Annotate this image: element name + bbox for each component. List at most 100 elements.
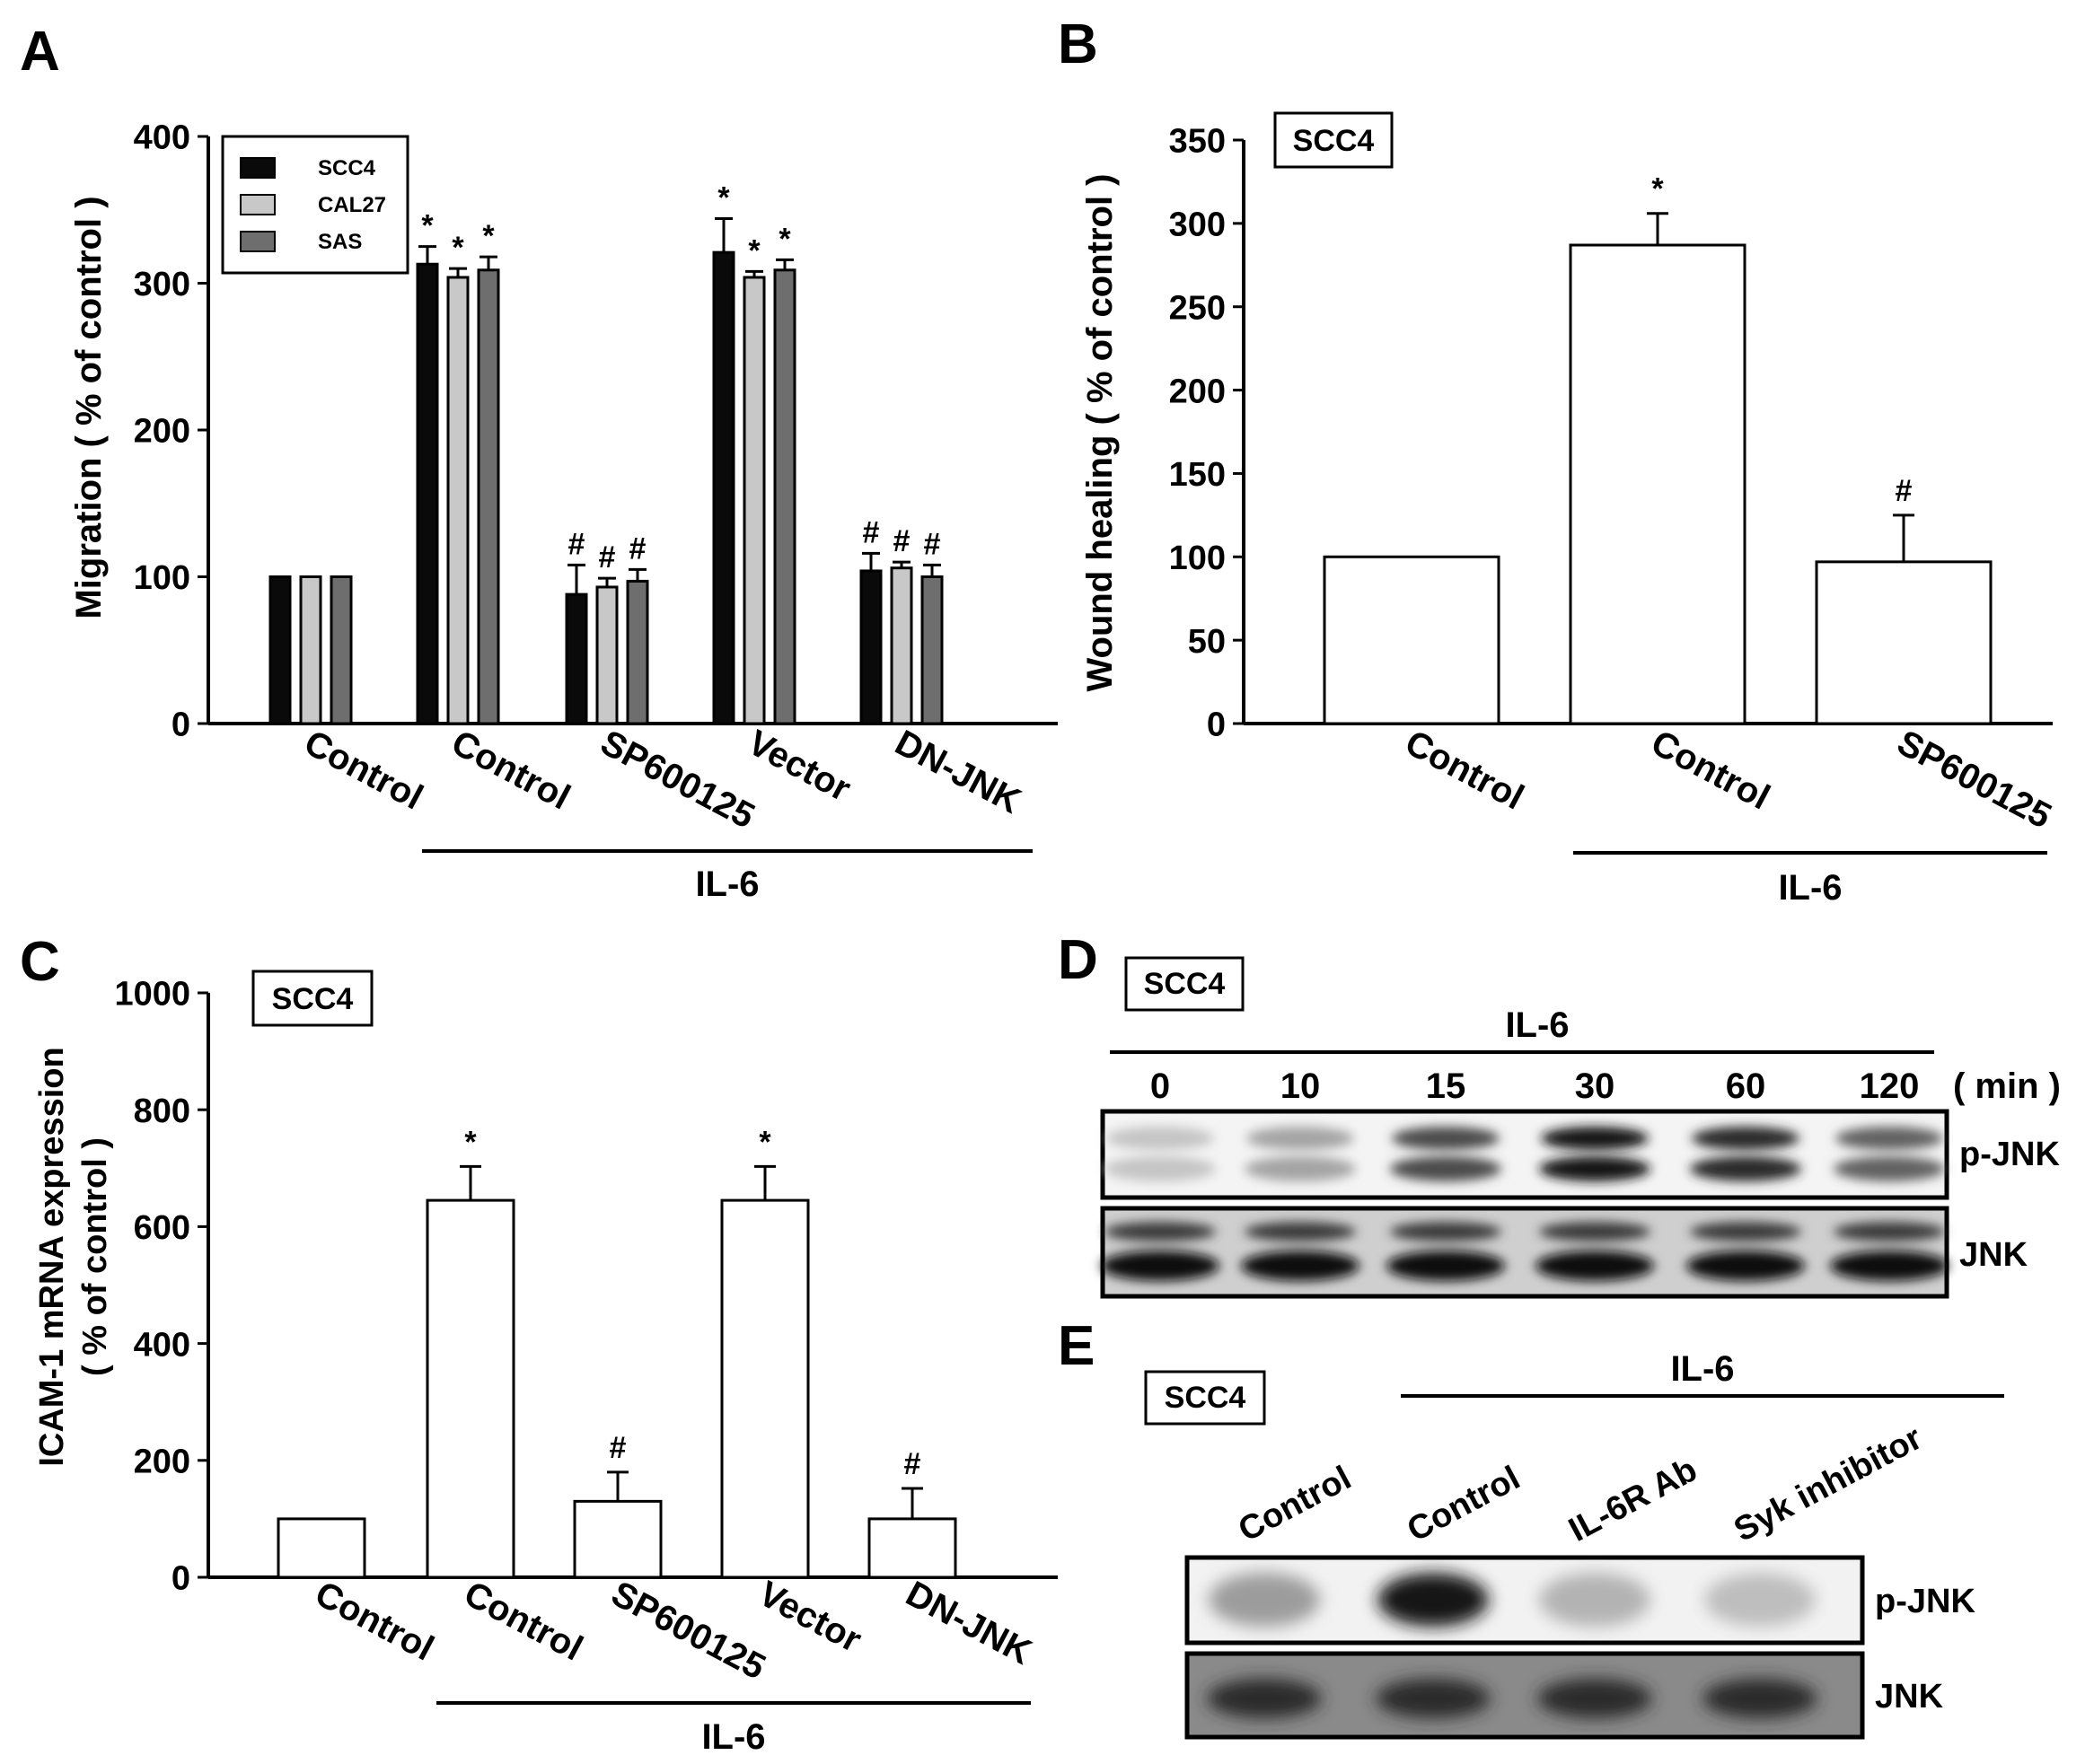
x-tick-label-c: Control <box>309 1574 440 1669</box>
panel-letter-c: C <box>20 931 60 993</box>
blot-label-pjnk-e: p-JNK <box>1875 1583 1975 1620</box>
bar-a-cal27 <box>743 276 766 725</box>
significance-mark-c: # <box>904 1447 921 1481</box>
legend-swatch-scc4 <box>240 157 276 179</box>
blot-label-jnk-d: JNK <box>1959 1236 2028 1274</box>
il6-group-label-a: IL-6 <box>695 864 759 904</box>
band-pjnk-lower-d <box>1690 1156 1801 1181</box>
legend-swatch-cal27 <box>240 194 276 215</box>
band-pjnk-e <box>1377 1573 1489 1627</box>
blot-pjnk-d <box>1100 1109 1949 1200</box>
bar-a-sas <box>330 575 353 725</box>
significance-mark-a: # <box>568 527 585 561</box>
band-jnk-upper-d <box>1690 1222 1801 1242</box>
band-jnk-upper-d <box>1539 1222 1650 1242</box>
cell-label-e: SCC4 <box>1165 1381 1246 1415</box>
panel-d: D SCC4 IL-6 0 10 15 30 60 120 ( min ) p-JNK J… <box>1058 929 2061 1299</box>
band-pjnk-e <box>1209 1573 1320 1627</box>
lane-label-e: Syk inhibitor <box>1729 1419 1929 1549</box>
panel-letter-b: B <box>1058 13 1098 75</box>
significance-mark-a: # <box>863 515 880 549</box>
legend-label-cal27: CAL27 <box>318 193 386 217</box>
band-pjnk-upper-d <box>1692 1127 1799 1150</box>
y-tick-label-b: 200 <box>1169 373 1226 410</box>
cell-label-box-b <box>1273 111 1394 169</box>
band-pjnk-upper-d <box>1541 1127 1649 1150</box>
y-tick-label-b: 150 <box>1169 456 1226 494</box>
significance-mark-a: * <box>779 222 791 256</box>
il6-group-label-c: IL-6 <box>701 1717 765 1757</box>
band-pjnk-lower-d <box>1390 1156 1501 1181</box>
band-pjnk-lower-d <box>1245 1156 1356 1181</box>
band-jnk-lower-d <box>1101 1251 1219 1281</box>
panel-letter-e: E <box>1058 1315 1095 1377</box>
blot-label-jnk-e: JNK <box>1875 1678 1944 1716</box>
band-jnk-upper-d <box>1104 1222 1216 1242</box>
significance-mark-c: * <box>759 1125 771 1159</box>
band-jnk-e <box>1376 1679 1491 1718</box>
timepoint-label-d: 0 <box>1150 1066 1170 1106</box>
band-pjnk-lower-d <box>1834 1156 1945 1181</box>
band-pjnk-lower-d <box>1104 1156 1216 1181</box>
time-unit-d: ( min ) <box>1953 1066 2061 1106</box>
significance-mark-a: # <box>629 531 647 566</box>
y-axis-title-a: Migration ( % of control ) <box>69 196 109 619</box>
x-tick-label-c: DN-JNK <box>900 1574 1038 1672</box>
x-tick-label-a: DN-JNK <box>889 723 1027 821</box>
x-tick-label-a: SP600125 <box>594 723 761 837</box>
bars-a: * # * # * # * # * # * # <box>268 181 944 725</box>
band-pjnk-upper-d <box>1106 1127 1214 1150</box>
bar-a-cal27 <box>890 566 913 725</box>
x-tick-labels-b: Control Control SP600125 <box>1399 723 2058 837</box>
y-tick-label-c: 400 <box>134 1326 190 1364</box>
x-tick-label-c: Control <box>458 1574 589 1669</box>
y-tick-label-c: 200 <box>134 1443 190 1480</box>
significance-mark-a: * <box>717 181 730 215</box>
bar-a-cal27 <box>446 276 470 725</box>
bars-c: * # * # <box>277 1125 957 1579</box>
band-pjnk-e <box>1704 1573 1816 1627</box>
significance-mark-c: # <box>610 1431 627 1465</box>
band-jnk-upper-d <box>1390 1222 1501 1242</box>
panel-c: C ICAM-1 mRNA expression ( % of control … <box>20 931 1058 1757</box>
lane-labels-e: Control Control IL-6R Ab Syk inhibitor <box>1233 1419 1929 1549</box>
bar-c <box>426 1198 515 1579</box>
x-tick-label-b: Control <box>1645 723 1776 818</box>
panel-b: B Wound healing ( % of control ) 0 50 100 1… <box>1058 13 2057 908</box>
band-jnk-lower-d <box>1386 1251 1505 1281</box>
y-tick-label-b: 300 <box>1169 206 1226 244</box>
il6-label-e: IL-6 <box>1670 1349 1734 1389</box>
bar-a-sas <box>920 575 944 725</box>
x-tick-label-b: Control <box>1399 723 1530 818</box>
x-tick-label-a: Vector <box>742 723 858 809</box>
y-tick-label-b: 50 <box>1188 623 1226 661</box>
il6-label-d: IL-6 <box>1505 1005 1569 1045</box>
lane-label-e: Control <box>1402 1459 1527 1549</box>
x-tick-label-a: Control <box>445 723 576 818</box>
bar-a-scc4 <box>268 575 292 725</box>
blot-jnk-d <box>1100 1206 1949 1299</box>
cell-label-c: SCC4 <box>272 982 354 1016</box>
legend-a: SCC4 CAL27 SAS <box>221 135 409 275</box>
significance-mark-a: * <box>452 231 464 265</box>
bar-a-sas <box>626 579 649 725</box>
bar-a-cal27 <box>595 585 619 725</box>
bars-b: *# <box>1323 172 1993 725</box>
bar-c <box>720 1198 810 1579</box>
x-tick-label-a: Control <box>298 723 429 818</box>
significance-mark-a: # <box>924 527 941 561</box>
timepoint-label-d: 10 <box>1280 1066 1321 1106</box>
lane-label-e: IL-6R Ab <box>1563 1451 1703 1549</box>
band-pjnk-e <box>1539 1573 1650 1627</box>
panel-a: A Migration ( % of control ) 0 100 200 300 4… <box>20 21 1058 904</box>
band-jnk-upper-d <box>1834 1222 1945 1242</box>
band-jnk-e <box>1207 1679 1322 1718</box>
lane-label-e: Control <box>1233 1459 1358 1549</box>
bar-a-sas <box>773 268 796 725</box>
legend-label-sas: SAS <box>318 230 362 254</box>
timepoint-label-d: 60 <box>1726 1066 1766 1106</box>
bar-a-sas <box>477 268 500 725</box>
bar-a-cal27 <box>299 575 322 725</box>
band-pjnk-upper-d <box>1392 1127 1500 1150</box>
